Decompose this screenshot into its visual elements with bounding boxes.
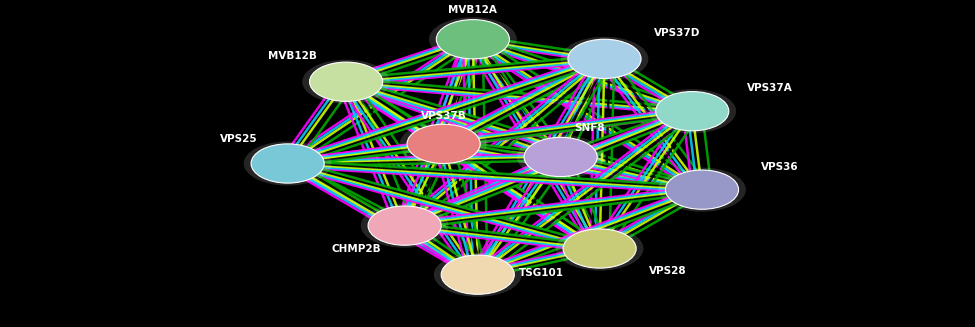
Text: VPS37A: VPS37A	[748, 83, 793, 93]
Ellipse shape	[361, 203, 448, 248]
Ellipse shape	[525, 137, 597, 177]
Ellipse shape	[556, 226, 644, 271]
Text: MVB12B: MVB12B	[268, 51, 317, 60]
Text: TSG101: TSG101	[519, 268, 564, 278]
Ellipse shape	[408, 124, 480, 164]
Ellipse shape	[434, 252, 522, 297]
Text: MVB12A: MVB12A	[448, 5, 497, 15]
Ellipse shape	[517, 135, 604, 179]
Text: SNF8: SNF8	[574, 123, 605, 132]
Text: VPS28: VPS28	[649, 267, 686, 276]
Ellipse shape	[437, 20, 509, 59]
Text: VPS37B: VPS37B	[421, 111, 466, 121]
Ellipse shape	[658, 167, 746, 212]
Ellipse shape	[400, 122, 488, 166]
Ellipse shape	[567, 39, 642, 78]
Ellipse shape	[655, 92, 729, 131]
Text: VPS25: VPS25	[220, 134, 257, 144]
Ellipse shape	[252, 144, 324, 183]
Ellipse shape	[561, 37, 648, 81]
Ellipse shape	[665, 170, 739, 209]
Ellipse shape	[648, 89, 736, 133]
Text: CHMP2B: CHMP2B	[332, 244, 380, 253]
Ellipse shape	[441, 255, 515, 294]
Text: VPS36: VPS36	[761, 162, 799, 172]
Ellipse shape	[302, 60, 390, 104]
Ellipse shape	[564, 229, 636, 268]
Ellipse shape	[429, 17, 517, 61]
Ellipse shape	[369, 206, 441, 245]
Text: VPS37D: VPS37D	[654, 28, 701, 38]
Ellipse shape	[310, 62, 382, 101]
Ellipse shape	[244, 141, 332, 185]
